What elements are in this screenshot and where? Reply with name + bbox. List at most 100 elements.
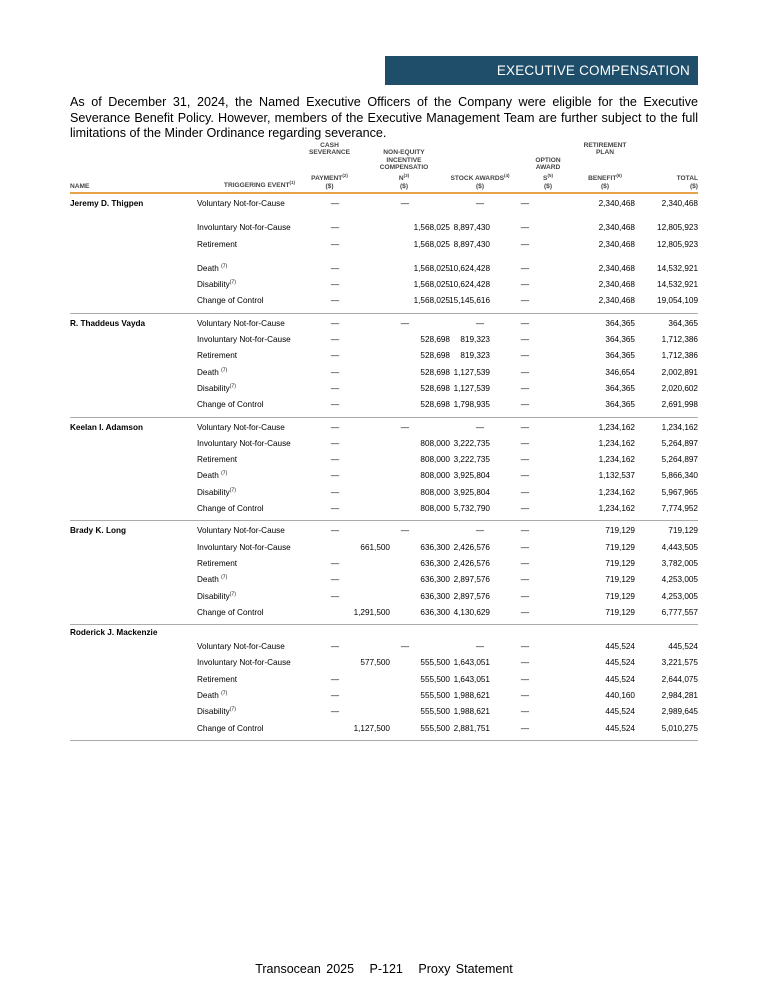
cell-stock-awards: 2,426,576 bbox=[453, 558, 490, 568]
cell-non-equity: 636,300 bbox=[420, 607, 450, 617]
cell-retirement-benefit: 1,234,162 bbox=[598, 422, 635, 432]
executive-name: R. Thaddeus Vayda bbox=[70, 318, 146, 328]
cell-cash-severance: 1,291,500 bbox=[353, 607, 390, 617]
cell-total: 3,221,575 bbox=[661, 658, 698, 668]
triggering-event: Change of Control bbox=[197, 296, 264, 306]
cell-option-awards: — bbox=[520, 642, 530, 652]
cell-stock-awards: 8,897,430 bbox=[453, 223, 490, 233]
cell-retirement-benefit: 1,234,162 bbox=[598, 504, 635, 514]
cell-non-equity: — bbox=[400, 318, 410, 328]
intro-paragraph: As of December 31, 2024, the Named Execu… bbox=[70, 95, 698, 140]
cell-stock-awards: 10,624,428 bbox=[449, 263, 490, 273]
triggering-event: Voluntary Not-for-Cause bbox=[197, 422, 285, 432]
cell-option-awards: — bbox=[520, 575, 530, 585]
cell-retirement-benefit: 364,365 bbox=[605, 318, 635, 328]
cell-cash-severance: — bbox=[330, 318, 340, 328]
cell-stock-awards: 1,643,051 bbox=[453, 674, 490, 684]
cell-option-awards: — bbox=[520, 280, 530, 290]
cell-option-awards: — bbox=[520, 351, 530, 361]
cell-cash-severance: — bbox=[330, 335, 340, 345]
executive-name: Keelan I. Adamson bbox=[70, 422, 143, 432]
cell-total: 364,365 bbox=[668, 318, 698, 328]
cell-non-equity: 555,500 bbox=[420, 707, 450, 717]
cell-total: 3,782,005 bbox=[661, 558, 698, 568]
cell-cash-severance: 1,127,500 bbox=[353, 723, 390, 733]
cell-non-equity: 528,698 bbox=[420, 383, 450, 393]
table-row: Change of Control — 1,568,025 15,145,616 — 2,… bbox=[70, 293, 698, 309]
cell-total: 6,777,557 bbox=[661, 607, 698, 617]
cell-stock-awards: — bbox=[475, 318, 485, 328]
cell-total: 2,691,998 bbox=[661, 400, 698, 410]
cell-option-awards: — bbox=[520, 674, 530, 684]
cell-option-awards: — bbox=[520, 504, 530, 514]
cell-retirement-benefit: 364,365 bbox=[605, 351, 635, 361]
executive-group: Keelan I. Adamson Voluntary Not-for-Cause… bbox=[70, 418, 698, 522]
cell-retirement-benefit: 2,340,468 bbox=[598, 239, 635, 249]
cell-total: 2,020,602 bbox=[661, 383, 698, 393]
cell-non-equity: 555,500 bbox=[420, 723, 450, 733]
triggering-event: Retirement bbox=[197, 455, 238, 465]
cell-total: 4,253,005 bbox=[661, 575, 698, 585]
executive-group: Brady K. Long Voluntary Not-for-Cause — — — —… bbox=[70, 521, 698, 626]
cell-cash-severance: — bbox=[330, 591, 340, 601]
triggering-event: Disability(7) bbox=[197, 706, 236, 717]
cell-non-equity: 528,698 bbox=[420, 400, 450, 410]
triggering-event: Voluntary Not-for-Cause bbox=[197, 526, 285, 536]
cell-option-awards: — bbox=[520, 526, 530, 536]
table-row: R. Thaddeus Vayda Voluntary Not-for-Cause… bbox=[70, 316, 698, 332]
cell-stock-awards: — bbox=[475, 642, 485, 652]
header-event: TRIGGERING EVENT(1) bbox=[223, 180, 295, 190]
table-header: NAME TRIGGERING EVENT(1) CASH SEVERANCE P… bbox=[70, 142, 698, 194]
table-row: Retirement — 528,698 819,323 — 364,365 1,712,3… bbox=[70, 348, 698, 364]
cell-cash-severance: — bbox=[330, 367, 340, 377]
section-banner: EXECUTIVE COMPENSATION bbox=[385, 56, 698, 85]
cell-cash-severance: — bbox=[330, 239, 340, 249]
cell-non-equity: 636,300 bbox=[420, 575, 450, 585]
cell-non-equity: 555,500 bbox=[420, 691, 450, 701]
cell-retirement-benefit: 364,365 bbox=[605, 400, 635, 410]
cell-retirement-benefit: 719,129 bbox=[605, 558, 635, 568]
table-row: Death (7) — 1,568,025 10,624,428 — 2,340,468 1… bbox=[70, 261, 698, 277]
table-row: Death (7) — 528,698 1,127,539 — 346,654 2,002,… bbox=[70, 365, 698, 381]
header-total: TOTAL ($) bbox=[676, 175, 698, 190]
cell-total: 719,129 bbox=[668, 526, 698, 536]
cell-non-equity: 636,300 bbox=[420, 558, 450, 568]
header-nonequity: NON-EQUITY INCENTIVE COMPENSATIO N(3) ($) bbox=[379, 149, 429, 190]
cell-option-awards: — bbox=[520, 223, 530, 233]
cell-cash-severance: — bbox=[330, 674, 340, 684]
cell-stock-awards: 819,323 bbox=[460, 351, 490, 361]
table-row: Retirement — 808,000 3,222,735 — 1,234,162 5,2… bbox=[70, 452, 698, 468]
cell-retirement-benefit: 2,340,468 bbox=[598, 280, 635, 290]
cell-cash-severance: — bbox=[330, 642, 340, 652]
executive-group: Roderick J. Mackenzie Voluntary Not-for-C… bbox=[70, 625, 698, 741]
table-row: Involuntary Not-for-Cause — 528,698 819,323… bbox=[70, 332, 698, 348]
cell-retirement-benefit: 719,129 bbox=[605, 575, 635, 585]
cell-cash-severance: — bbox=[330, 471, 340, 481]
cell-option-awards: — bbox=[520, 383, 530, 393]
cell-stock-awards: 8,897,430 bbox=[453, 239, 490, 249]
header-retirement: RETIREMENT PLAN BENEFIT(6) ($) bbox=[583, 141, 627, 190]
cell-total: 2,989,645 bbox=[661, 707, 698, 717]
cell-total: 5,264,897 bbox=[661, 455, 698, 465]
cell-retirement-benefit: 2,340,468 bbox=[598, 263, 635, 273]
cell-retirement-benefit: 1,132,537 bbox=[598, 471, 635, 481]
executive-name: Roderick J. Mackenzie bbox=[70, 628, 158, 638]
triggering-event: Voluntary Not-for-Cause bbox=[197, 318, 285, 328]
cell-stock-awards: 3,222,735 bbox=[453, 455, 490, 465]
cell-stock-awards: 2,897,576 bbox=[453, 591, 490, 601]
cell-stock-awards: 1,988,621 bbox=[453, 691, 490, 701]
cell-stock-awards: 3,925,804 bbox=[453, 487, 490, 497]
executive-name: Brady K. Long bbox=[70, 526, 126, 536]
cell-retirement-benefit: 445,524 bbox=[605, 707, 635, 717]
cell-option-awards: — bbox=[520, 591, 530, 601]
cell-option-awards: — bbox=[520, 542, 530, 552]
cell-cash-severance: — bbox=[330, 400, 340, 410]
cell-stock-awards: 1,798,935 bbox=[453, 400, 490, 410]
cell-cash-severance: 661,500 bbox=[360, 542, 390, 552]
cell-total: 445,524 bbox=[668, 642, 698, 652]
triggering-event: Disability(7) bbox=[197, 590, 236, 601]
cell-retirement-benefit: 2,340,468 bbox=[598, 296, 635, 306]
cell-cash-severance: — bbox=[330, 707, 340, 717]
cell-non-equity: 636,300 bbox=[420, 542, 450, 552]
cell-option-awards: — bbox=[520, 607, 530, 617]
